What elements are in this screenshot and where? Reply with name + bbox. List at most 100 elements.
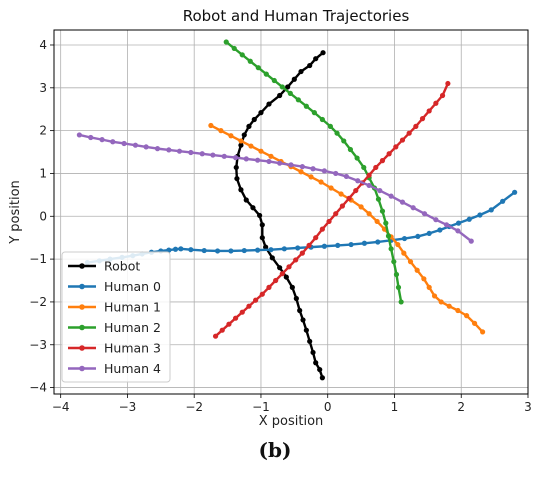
data-point-human-0 bbox=[512, 189, 518, 195]
series-human-1 bbox=[208, 122, 486, 335]
data-point-human-0 bbox=[268, 247, 274, 253]
data-point-human-0 bbox=[361, 240, 368, 246]
data-point-human-0 bbox=[455, 220, 462, 226]
legend-label-human-0: Human 0 bbox=[104, 279, 161, 294]
data-point-robot bbox=[300, 317, 306, 323]
data-point-human-1 bbox=[268, 153, 274, 159]
data-point-human-0 bbox=[415, 233, 421, 240]
data-point-human-2 bbox=[341, 138, 347, 144]
data-point-human-1 bbox=[421, 276, 427, 282]
figure-caption: (b) bbox=[258, 438, 292, 462]
legend-label-human-4: Human 4 bbox=[104, 361, 161, 376]
data-point-human-2 bbox=[319, 116, 325, 123]
data-point-human-1 bbox=[358, 204, 364, 210]
data-point-human-4 bbox=[455, 228, 461, 234]
data-point-human-4 bbox=[166, 147, 172, 153]
series-human-4 bbox=[76, 132, 474, 244]
data-point-human-3 bbox=[246, 303, 252, 309]
data-point-human-2 bbox=[247, 58, 253, 64]
data-point-human-3 bbox=[445, 80, 451, 87]
data-point-human-1 bbox=[455, 307, 461, 314]
data-point-human-1 bbox=[318, 179, 324, 185]
data-point-human-2 bbox=[379, 208, 386, 214]
data-point-human-3 bbox=[286, 264, 292, 270]
data-point-robot bbox=[297, 307, 303, 314]
data-point-human-1 bbox=[338, 191, 344, 197]
data-point-human-0 bbox=[426, 230, 432, 237]
data-point-robot bbox=[269, 255, 275, 261]
data-point-human-1 bbox=[366, 211, 372, 217]
data-point-human-4 bbox=[132, 142, 139, 148]
data-point-human-0 bbox=[228, 248, 234, 254]
data-point-human-4 bbox=[288, 162, 294, 168]
data-point-human-2 bbox=[303, 103, 309, 109]
data-point-human-0 bbox=[281, 246, 287, 252]
data-point-human-0 bbox=[166, 247, 172, 253]
data-point-human-3 bbox=[406, 130, 412, 136]
data-point-robot bbox=[266, 101, 272, 107]
data-point-human-1 bbox=[258, 148, 264, 154]
data-point-robot bbox=[257, 212, 263, 219]
data-point-robot bbox=[285, 84, 291, 90]
data-point-human-1 bbox=[328, 185, 334, 191]
data-point-robot bbox=[258, 110, 264, 116]
data-point-human-4 bbox=[277, 160, 283, 166]
x-tick-label: 0 bbox=[324, 400, 332, 414]
data-point-human-3 bbox=[333, 211, 339, 217]
data-point-human-2 bbox=[334, 130, 340, 136]
data-point-human-2 bbox=[393, 271, 400, 278]
data-point-human-0 bbox=[335, 242, 341, 249]
axis-ticks: −4 −3 −2 −1 0 1 2 3 −4 −3 −2 −1 0 1 2 3 4 bbox=[29, 38, 532, 414]
data-point-human-4 bbox=[399, 199, 406, 205]
series-robot bbox=[233, 50, 326, 381]
data-point-human-3 bbox=[306, 242, 312, 249]
legend-label-human-3: Human 3 bbox=[104, 341, 161, 356]
x-tick-label: −3 bbox=[119, 400, 137, 414]
data-point-robot bbox=[289, 284, 295, 290]
data-point-human-2 bbox=[263, 71, 269, 77]
y-tick-label: −3 bbox=[29, 338, 47, 352]
data-point-human-1 bbox=[426, 284, 432, 290]
data-point-human-4 bbox=[321, 168, 327, 174]
data-point-human-3 bbox=[426, 108, 432, 114]
data-point-human-4 bbox=[421, 211, 428, 217]
data-point-robot bbox=[234, 175, 240, 182]
data-point-human-4 bbox=[255, 157, 261, 163]
data-point-robot bbox=[313, 56, 319, 62]
data-point-human-0 bbox=[375, 239, 381, 245]
data-point-human-2 bbox=[354, 155, 360, 161]
data-point-human-4 bbox=[188, 149, 194, 156]
data-point-human-1 bbox=[407, 259, 414, 265]
data-point-human-3 bbox=[413, 123, 419, 129]
data-point-human-3 bbox=[433, 100, 439, 106]
data-point-human-2 bbox=[279, 84, 285, 90]
series-layer bbox=[76, 39, 518, 381]
data-point-human-0 bbox=[295, 245, 301, 251]
data-point-human-0 bbox=[500, 198, 506, 204]
data-point-human-4 bbox=[468, 238, 474, 244]
data-point-human-1 bbox=[480, 329, 486, 335]
plot-frame bbox=[53, 29, 529, 395]
data-point-robot bbox=[303, 327, 309, 333]
data-point-human-3 bbox=[366, 172, 372, 178]
data-point-human-1 bbox=[308, 174, 314, 180]
data-point-human-2 bbox=[327, 123, 333, 129]
data-point-human-0 bbox=[477, 212, 483, 218]
x-tick-label: 2 bbox=[457, 400, 465, 414]
data-point-human-3 bbox=[266, 284, 272, 290]
y-tick-label: 3 bbox=[39, 81, 47, 95]
data-point-human-2 bbox=[239, 52, 245, 58]
data-point-robot bbox=[317, 366, 323, 373]
data-point-human-0 bbox=[214, 248, 221, 254]
data-point-human-3 bbox=[259, 291, 265, 297]
data-point-human-4 bbox=[299, 164, 305, 170]
legend-label-robot: Robot bbox=[104, 259, 140, 274]
data-point-human-4 bbox=[76, 132, 82, 138]
legend-label-human-1: Human 1 bbox=[104, 300, 161, 315]
data-point-human-2 bbox=[231, 45, 237, 52]
data-point-human-0 bbox=[488, 207, 494, 213]
data-point-human-2 bbox=[398, 299, 404, 305]
data-point-human-3 bbox=[353, 187, 359, 194]
data-point-robot bbox=[307, 62, 313, 69]
data-point-human-0 bbox=[241, 247, 247, 254]
